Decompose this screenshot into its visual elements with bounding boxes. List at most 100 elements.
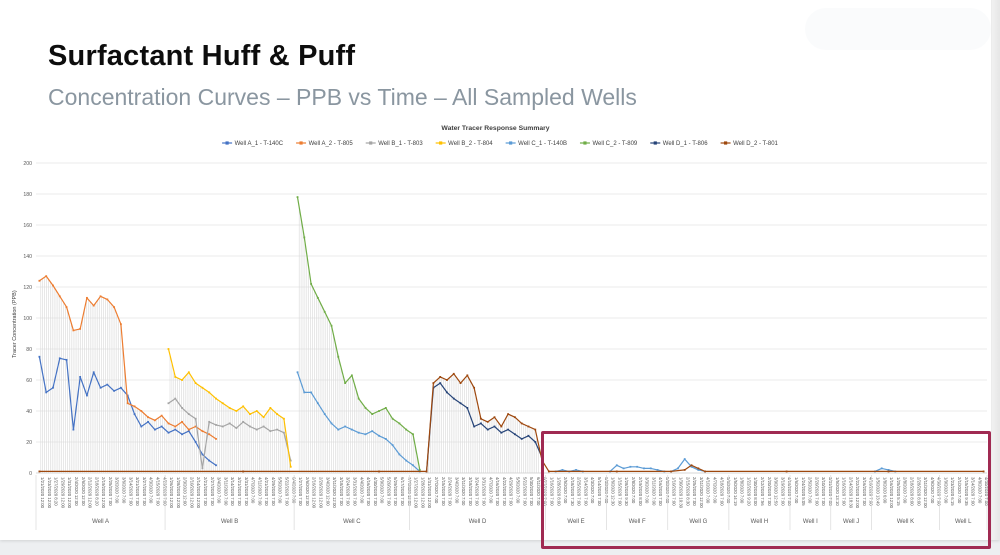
x-tick-label: 3/11/2020 12:00 (923, 477, 928, 508)
series-well-d-2-t-801 (38, 372, 985, 473)
x-tick-label: 4/4/2020 7:00 (359, 477, 364, 504)
x-tick-label: 3/24/2020 7:00 (475, 477, 480, 506)
legend-label: Well D_1 - T-806 (663, 141, 708, 147)
x-tick-label: 4/29/2020 7:00 (271, 477, 276, 506)
series-well-b-1-t-803 (167, 397, 292, 470)
x-tick-label: 2/8/2020 7:00 (631, 477, 636, 504)
y-axis-tick-label: 200 (23, 161, 32, 167)
x-tick-label: 4/18/2020 7:00 (719, 477, 724, 506)
legend-item[interactable]: Well B_2 - T-804 (435, 141, 494, 147)
x-tick-label: 3/11/2020 12:00 (699, 477, 704, 508)
x-tick-label: 3/14/2020 7:00 (230, 477, 235, 506)
x-tick-label: 1/24/2020 5:05 (801, 477, 806, 506)
x-tick-label: 4/9/2020 7:00 (930, 477, 935, 504)
x-tick-label: 5/9/2020 7:00 (380, 477, 385, 504)
well-group-label: Well K (897, 519, 914, 525)
x-tick-label: 6/17/2020 7:00 (400, 477, 405, 506)
legend-label: Well A_2 - T-805 (309, 141, 354, 147)
x-tick-label: 5/5/2020 7:00 (516, 477, 521, 504)
x-tick-label: 3/10/2020 7:00 (821, 477, 826, 506)
x-tick-label: 2/14/2020 12:00 (196, 477, 201, 509)
gridlines: 0 20 40 60 80 100 120 140 160 180 200 (23, 161, 987, 477)
vertical-scrollbar[interactable] (991, 0, 1000, 540)
x-tick-label: 1/5/2020 13:49 (876, 477, 881, 506)
x-tick-label: 4/8/2020 7:00 (977, 477, 982, 504)
series-well-c-2-t-809 (296, 196, 421, 471)
x-tick-label: 2/15/2020 7:00 (441, 477, 446, 506)
legend-item[interactable]: Well D_1 - T-806 (650, 141, 708, 147)
legend-item[interactable]: Well A_2 - T-805 (296, 141, 353, 147)
chart-legend: Well A_1 - T-140C Well A_2 - T-805 Well B_… (222, 141, 779, 147)
well-group-label: Well H (751, 519, 769, 525)
legend-label: Well B_1 - T-803 (378, 141, 423, 147)
x-tick-label: 1/26/2020 12:00 (169, 477, 174, 509)
x-tick-label: 2/22/2020 12:00 (855, 477, 860, 509)
x-tick-label: 5/30/2020 7:00 (529, 477, 534, 506)
x-tick-label: 4/1/2020 7:00 (706, 477, 711, 504)
legend-item[interactable]: Well C_1 - T-140B (505, 141, 567, 147)
x-tick-label: 1/23/2020 12:00 (47, 477, 52, 509)
x-tick-label: 1/6/2020 7:00 (794, 477, 799, 504)
x-tick-label: 2/3/2020 12:00 (183, 477, 188, 506)
x-tick-label: 3/31/2020 7:00 (353, 477, 358, 506)
well-group-label: Well A (92, 519, 109, 525)
y-axis-tick-label: 160 (23, 223, 32, 229)
x-tick-label: 2/20/2020 7:00 (814, 477, 819, 506)
x-tick-label: 1/30/2020 8:00 (753, 477, 758, 506)
x-tick-label: 3/9/2020 12:59 (774, 477, 779, 506)
y-axis-tick-label: 80 (26, 347, 32, 353)
x-tick-label: 2/20/2020 7:00 (767, 477, 772, 506)
x-tick-label: 1/28/2020 12:00 (420, 477, 425, 509)
x-tick-label: 3/21/2020 7:00 (135, 477, 140, 506)
y-axis-title: Tracer Concentration (PPB) (12, 290, 18, 358)
legend-item[interactable]: Well C_2 - T-809 (579, 141, 638, 147)
x-tick-label: 2/28/2020 8:00 (916, 477, 921, 506)
x-tick-label: 3/14/2020 7:00 (971, 477, 976, 506)
x-tick-label: 1/9/2020 7:00 (943, 477, 948, 504)
x-tick-label: 4/29/2020 7:00 (509, 477, 514, 506)
x-tick-label: 1/15/2020 7:00 (617, 477, 622, 506)
series-well-b-2-t-804 (167, 348, 292, 468)
x-tick-label: 5/22/2020 7:00 (522, 477, 527, 506)
legend-item[interactable]: Well B_1 - T-803 (365, 141, 424, 147)
x-tick-label: 2/6/2020 12:00 (305, 477, 310, 506)
x-tick-label: 2/27/2020 7:00 (210, 477, 215, 506)
x-tick-label: 2/25/2020 7:00 (108, 477, 113, 506)
x-tick-label: 2/5/2020 7:00 (808, 477, 813, 504)
x-tick-label: 3/14/2020 7:00 (583, 477, 588, 506)
x-tick-label: 2/18/2020 8:00 (910, 477, 915, 506)
legend-label: Well B_2 - T-804 (448, 141, 493, 147)
x-tick-label: 1/28/2020 12:00 (176, 477, 181, 509)
y-axis-tick-label: 40 (26, 409, 32, 415)
series-well-a-2-t-805 (38, 275, 217, 440)
legend-item[interactable]: Well D_2 - T-801 (720, 141, 779, 147)
x-tick-label: 2/7/2020 7:00 (434, 477, 439, 504)
legend-label: Well A_1 - T-140C (235, 141, 284, 147)
y-axis-tick-label: 100 (23, 316, 32, 322)
x-tick-label: 5/20/2020 7:00 (386, 477, 391, 506)
well-group-label: Well F (629, 519, 646, 525)
x-tick-label: 4/22/2020 7:00 (502, 477, 507, 506)
x-tick-label: 5/5/2020 7:00 (278, 477, 283, 504)
x-axis-group-labels: Well A Well B Well C Well D Well E Well F Well… (35, 475, 988, 530)
x-tick-label: 4/7/2020 7:00 (488, 477, 493, 504)
legend-item[interactable]: Well A_1 - T-140C (222, 141, 284, 147)
x-tick-label: 3/4/2020 12:00 (325, 477, 330, 506)
x-axis-tick-labels: 1/21/2020 12:00 1/23/2020 12:00 1/27/2020 … (40, 477, 989, 509)
x-tick-label: 1/16/2020 7:00 (550, 477, 555, 506)
x-tick-label: 1/31/2020 12:00 (427, 477, 432, 509)
x-tick-label: 3/4/2020 7:00 (454, 477, 459, 504)
x-tick-label: 2/14/2020 18:30 (848, 477, 853, 509)
well-group-label: Well E (567, 519, 584, 525)
x-tick-label: 1/27/2020 7:00 (298, 477, 303, 506)
well-group-label: Well B (221, 519, 238, 525)
well-group-label: Well C (343, 519, 361, 525)
series-well-d-1-t-806 (425, 382, 543, 473)
x-tick-label: 1/16/2020 12:00 (889, 477, 894, 509)
x-tick-label: 3/16/2020 7:00 (862, 477, 867, 506)
x-tick-label: 1/25/2020 5:15 (896, 477, 901, 506)
x-tick-label: 3/18/2020 7:00 (468, 477, 473, 506)
x-tick-label: 4/16/2020 7:00 (366, 477, 371, 506)
x-tick-label: 1/29/2020 12:00 (60, 477, 65, 509)
